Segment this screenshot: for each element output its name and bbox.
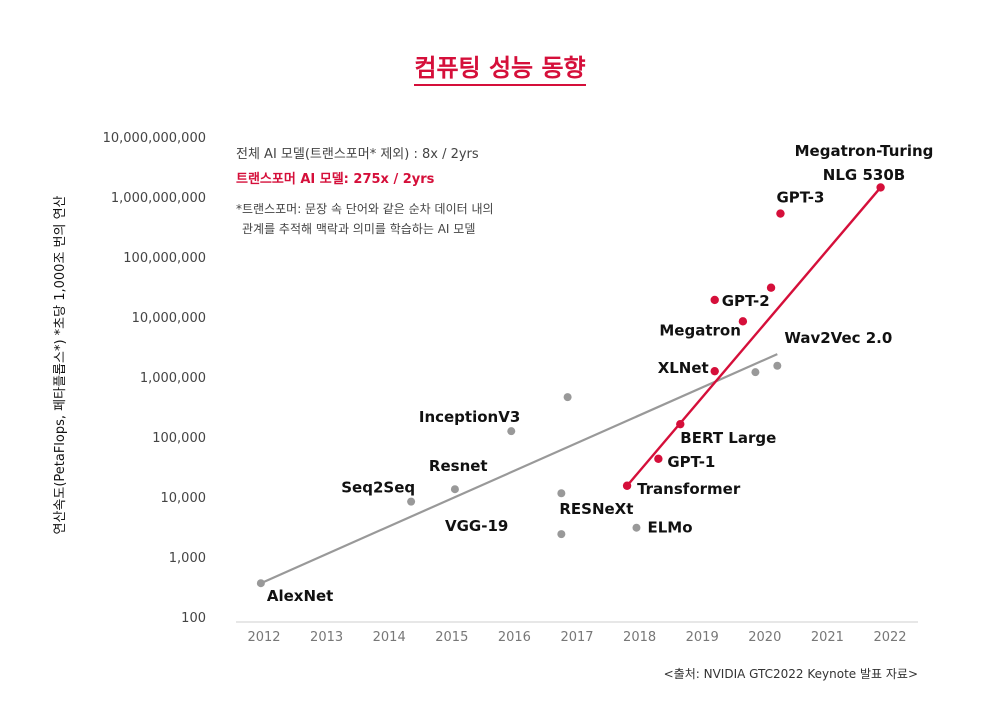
x-tick-label: 2021 bbox=[811, 630, 844, 645]
point-label: GPT-1 bbox=[667, 453, 715, 471]
x-tick-label: 2015 bbox=[435, 630, 468, 645]
model-point bbox=[563, 393, 572, 402]
point-label: BERT Large bbox=[680, 429, 776, 447]
legend-gray-series: 전체 AI 모델(트랜스포머* 제외) : 8x / 2yrs bbox=[236, 147, 479, 162]
point-label: InceptionV3 bbox=[419, 408, 520, 426]
y-tick-label: 1,000 bbox=[169, 551, 206, 566]
transformer-point bbox=[654, 454, 663, 464]
y-tick-label: 1,000,000 bbox=[140, 371, 206, 386]
y-tick-label: 10,000 bbox=[161, 491, 207, 506]
point-label: VGG-19 bbox=[445, 517, 508, 535]
y-tick-label: 100,000 bbox=[152, 431, 206, 446]
y-tick-label: 100,000,000 bbox=[123, 251, 206, 266]
axis-layer: 100 1,000 10,000 100,000 1,000,000 10,000,000… bbox=[103, 131, 918, 645]
legend: 전체 AI 모델(트랜스포머* 제외) : 8x / 2yrs 트랜스포머 AI… bbox=[236, 147, 494, 236]
point-label: ELMo bbox=[647, 519, 692, 537]
point-label: GPT-3 bbox=[776, 189, 824, 207]
legend-red-series: 트랜스포머 AI 모델: 275x / 2yrs bbox=[236, 171, 435, 187]
model-point bbox=[450, 485, 459, 494]
transformer-point bbox=[710, 366, 719, 376]
point-label: Resnet bbox=[429, 457, 488, 475]
y-tick-label: 10,000,000 bbox=[132, 311, 206, 326]
y-tick-label: 10,000,000,000 bbox=[103, 131, 206, 146]
transformer-point bbox=[676, 419, 685, 429]
footnote-line-2: 관계를 추적해 맥락과 의미를 학습하는 AI 모델 bbox=[242, 222, 475, 236]
point-layer bbox=[256, 183, 885, 588]
x-tick-label: 2016 bbox=[498, 630, 531, 645]
x-tick-label: 2019 bbox=[686, 630, 719, 645]
trend-layer bbox=[260, 186, 882, 585]
point-label: Seq2Seq bbox=[341, 479, 415, 497]
point-label: RESNeXt bbox=[559, 500, 633, 518]
transformer-point bbox=[622, 481, 632, 490]
x-tick-label: 2013 bbox=[310, 630, 343, 645]
x-tick-label: 2017 bbox=[560, 630, 593, 645]
model-point bbox=[507, 427, 516, 436]
chart-title: 컴퓨팅 성능 동향 bbox=[0, 48, 1000, 86]
model-point bbox=[557, 489, 566, 498]
label-layer: AlexNet Seq2Seq Resnet InceptionV3 VGG-19 RES… bbox=[267, 142, 934, 605]
x-tick-label: 2022 bbox=[873, 630, 906, 645]
point-label: NLG 530B bbox=[823, 166, 905, 184]
point-label: GPT-2 bbox=[722, 292, 770, 310]
x-tick-label: 2018 bbox=[623, 630, 656, 645]
transformer-trend-line bbox=[626, 186, 882, 487]
y-tick-label: 1,000,000,000 bbox=[111, 191, 206, 206]
model-point bbox=[407, 497, 416, 506]
model-point bbox=[256, 579, 265, 588]
transformer-point bbox=[776, 209, 785, 218]
point-label: Megatron bbox=[659, 321, 741, 339]
overall-trend-line bbox=[260, 353, 778, 585]
transformer-point bbox=[766, 283, 776, 292]
x-tick-label: 2020 bbox=[748, 630, 781, 645]
transformer-point bbox=[738, 317, 748, 326]
point-label: Transformer bbox=[637, 480, 741, 498]
model-point bbox=[632, 523, 641, 532]
source-note: <출처: NVIDIA GTC2022 Keynote 발표 자료> bbox=[664, 667, 918, 681]
model-point bbox=[773, 361, 782, 370]
x-tick-label: 2012 bbox=[247, 630, 280, 645]
transformer-point bbox=[876, 183, 885, 192]
footnote-line-1: *트랜스포머: 문장 속 단어와 같은 순차 데이터 내의 bbox=[236, 202, 494, 216]
point-label: XLNet bbox=[658, 359, 709, 377]
model-point bbox=[557, 530, 566, 539]
transformer-point bbox=[710, 295, 719, 305]
model-point bbox=[751, 368, 760, 377]
y-axis-label: 연산속도(PetaFlops, 페타플롭스*) *초당 1,000조 번의 연산 bbox=[53, 195, 68, 534]
point-label: Megatron-Turing bbox=[795, 142, 934, 160]
y-tick-label: 100 bbox=[181, 611, 206, 626]
x-tick-label: 2014 bbox=[373, 630, 406, 645]
point-label: Wav2Vec 2.0 bbox=[784, 329, 892, 347]
point-label: AlexNet bbox=[267, 587, 334, 605]
